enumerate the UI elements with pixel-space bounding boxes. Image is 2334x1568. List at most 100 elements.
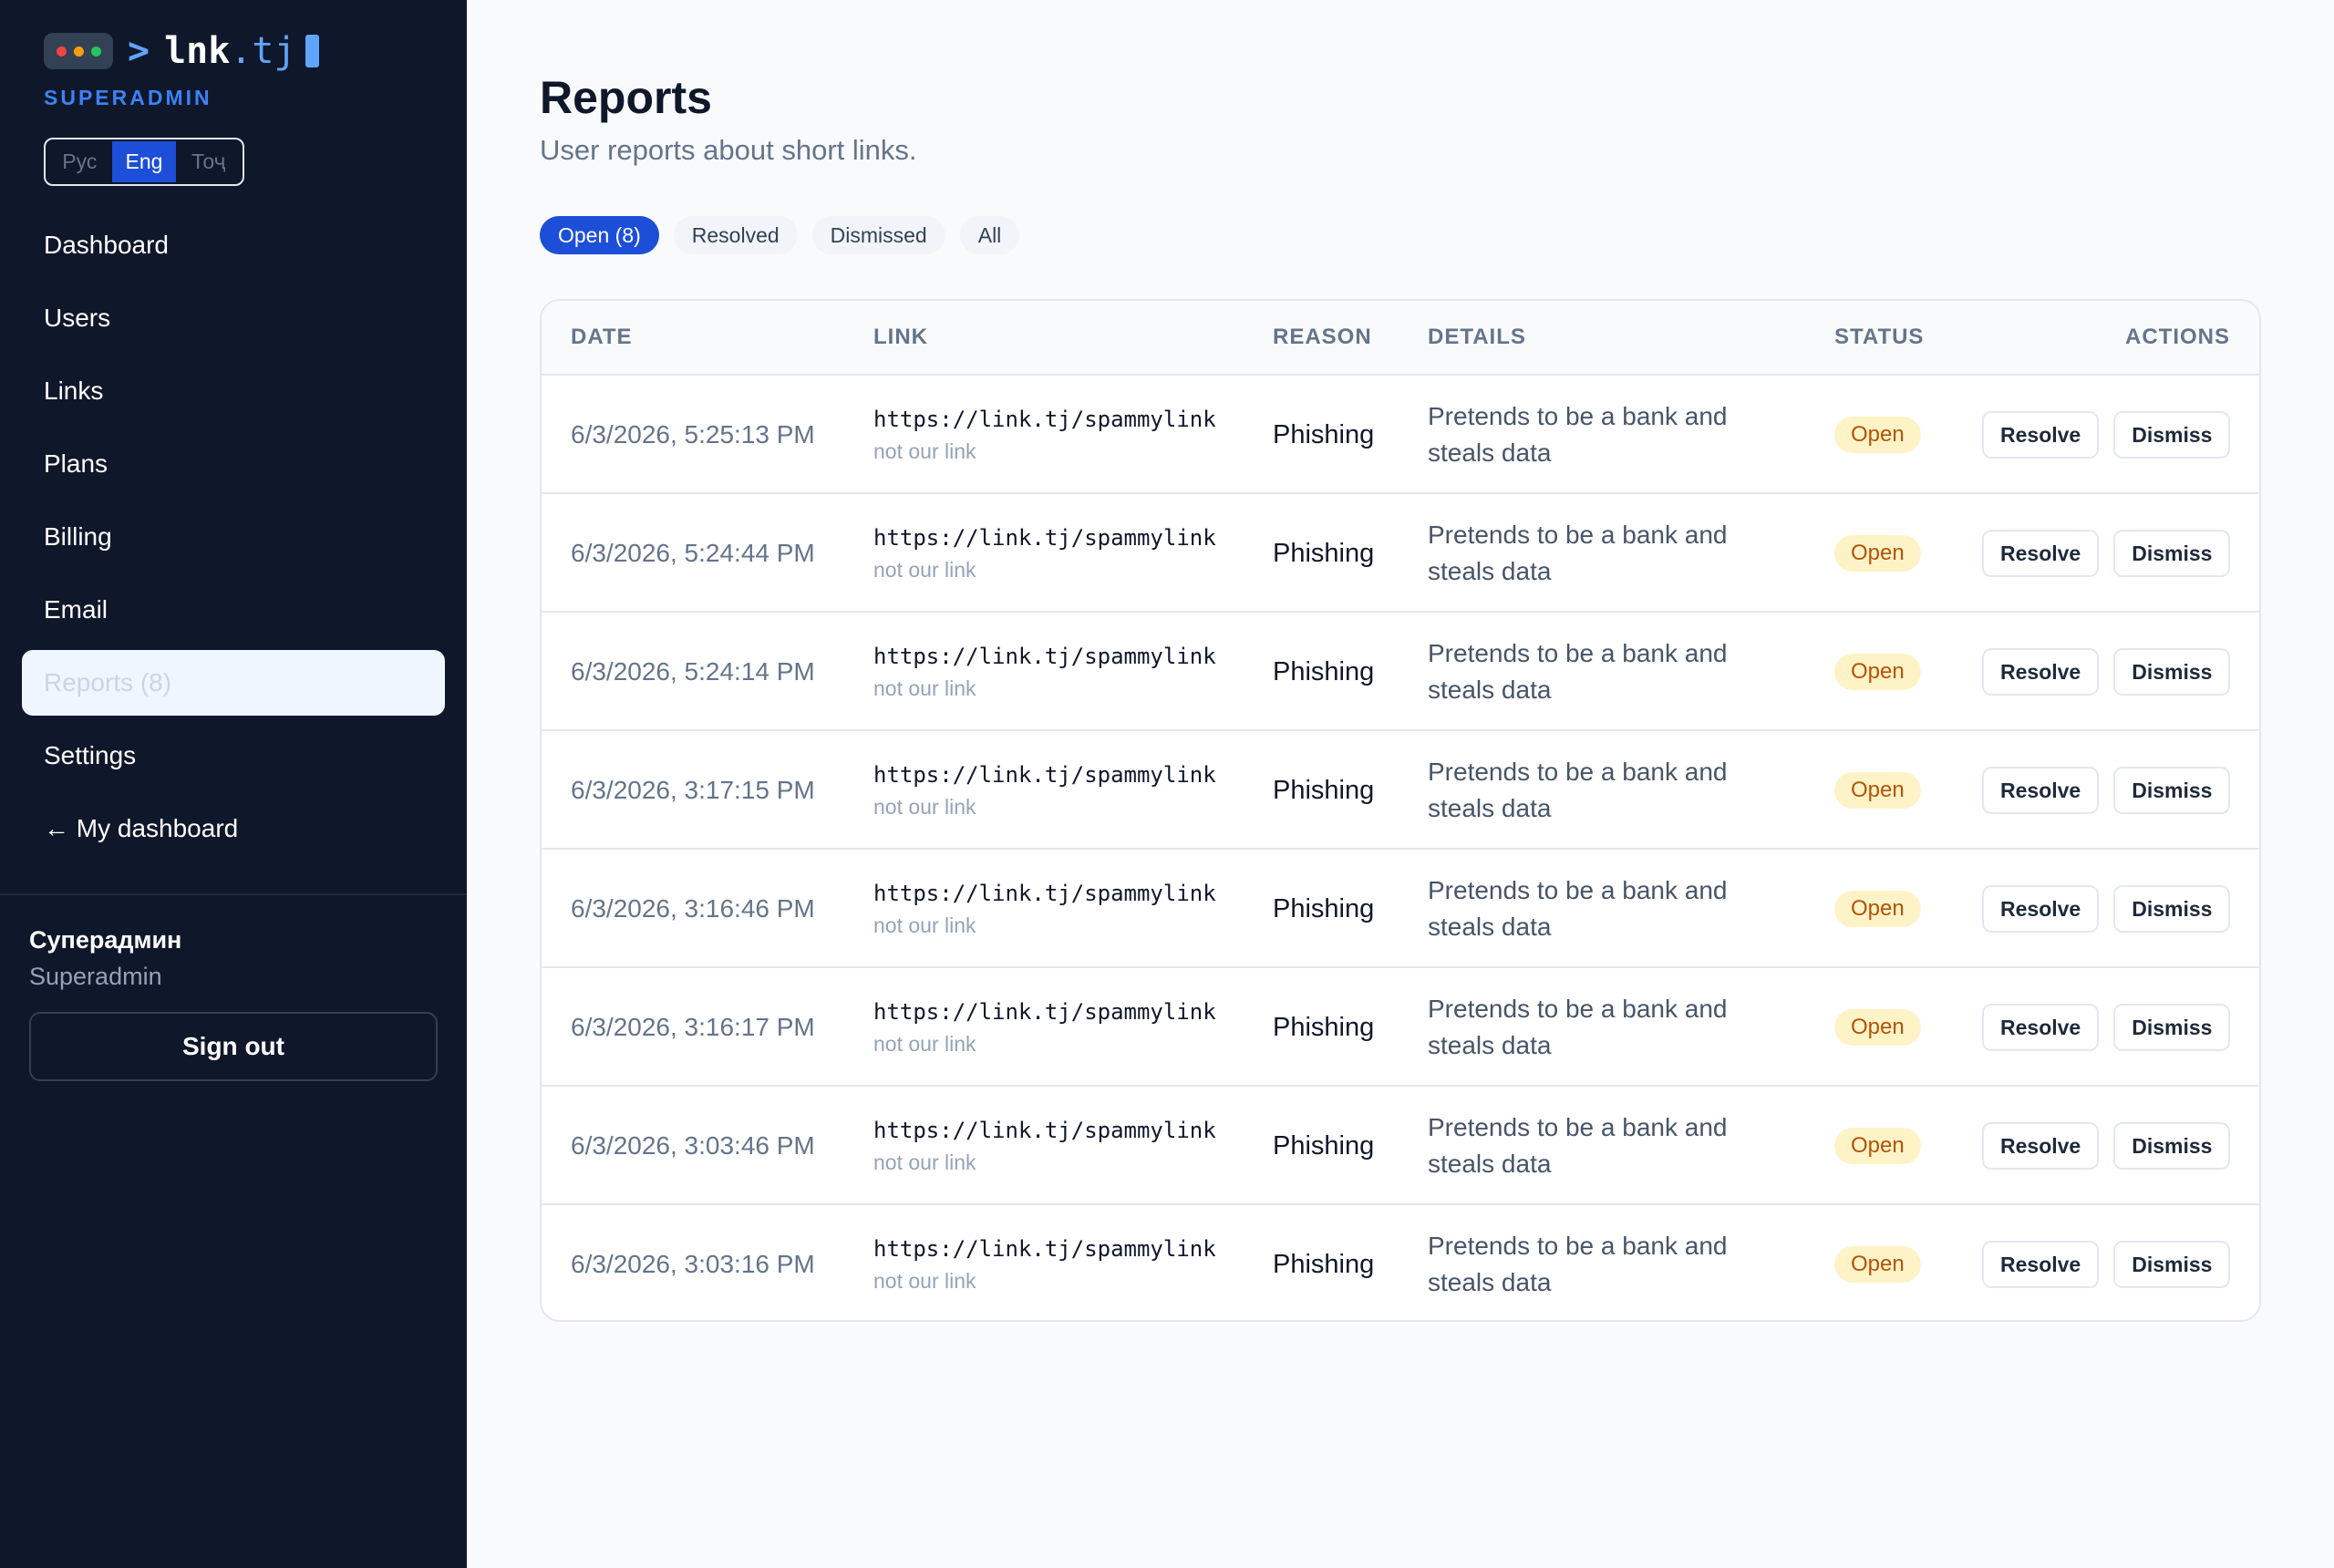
report-reason: Phishing (1273, 538, 1375, 568)
status-badge: Open (1834, 1009, 1921, 1046)
link-url[interactable]: https://link.tj/spammylink (873, 761, 1216, 788)
lang-tj-button[interactable]: Тоҷ (191, 150, 226, 173)
logo-tld: .tj (230, 30, 296, 72)
dismiss-button[interactable]: Dismiss (2113, 411, 2231, 459)
status-cell: Open (1834, 1087, 1921, 1205)
row-actions: Resolve Dismiss (1982, 376, 2231, 494)
link-url[interactable]: https://link.tj/spammylink (873, 406, 1216, 432)
cursor-icon (305, 35, 319, 67)
report-date: 6/3/2026, 3:03:46 PM (571, 1131, 815, 1160)
filter-resolved[interactable]: Resolved (673, 216, 798, 254)
report-link: https://link.tj/spammylink not our link (873, 968, 1216, 1087)
sign-out-button[interactable]: Sign out (29, 1012, 438, 1081)
table-row: 6/3/2026, 3:03:46 PM https://link.tj/spam… (542, 1085, 2259, 1203)
row-actions: Resolve Dismiss (1982, 494, 2231, 613)
report-reason: Phishing (1273, 419, 1375, 449)
link-url[interactable]: https://link.tj/spammylink (873, 1235, 1216, 1262)
table-row: 6/3/2026, 5:25:13 PM https://link.tj/spam… (542, 374, 2259, 492)
language-switcher: Рус Eng Тоҷ (44, 138, 244, 186)
row-actions: Resolve Dismiss (1982, 1205, 2231, 1320)
table-row: 6/3/2026, 3:17:15 PM https://link.tj/spam… (542, 729, 2259, 848)
column-header-reason: REASON (1273, 325, 1372, 349)
column-header-link: LINK (873, 325, 928, 349)
nav-plans[interactable]: Plans (44, 449, 108, 478)
nav-email[interactable]: Email (44, 595, 108, 624)
column-header-details: DETAILS (1428, 325, 1526, 349)
report-link: https://link.tj/spammylink not our link (873, 376, 1216, 494)
resolve-button[interactable]: Resolve (1982, 1241, 2100, 1288)
dismiss-button[interactable]: Dismiss (2113, 885, 2231, 933)
resolve-button[interactable]: Resolve (1982, 530, 2100, 577)
resolve-button[interactable]: Resolve (1982, 885, 2100, 933)
page-title: Reports (540, 72, 712, 123)
report-reason: Phishing (1273, 1012, 1375, 1042)
table-row: 6/3/2026, 3:16:46 PM https://link.tj/spam… (542, 848, 2259, 966)
row-actions: Resolve Dismiss (1982, 968, 2231, 1087)
nav-links[interactable]: Links (44, 377, 104, 405)
report-date: 6/3/2026, 5:24:14 PM (571, 657, 815, 686)
status-cell: Open (1834, 494, 1921, 613)
report-reason: Phishing (1273, 1130, 1375, 1161)
link-url[interactable]: https://link.tj/spammylink (873, 998, 1216, 1025)
lang-ru-button[interactable]: Рус (62, 150, 98, 173)
status-cell: Open (1834, 968, 1921, 1087)
link-url[interactable]: https://link.tj/spammylink (873, 643, 1216, 669)
status-badge: Open (1834, 891, 1921, 927)
filter-open[interactable]: Open (8) (540, 216, 659, 254)
window-dots-icon (44, 33, 113, 69)
table-row: 6/3/2026, 5:24:14 PM https://link.tj/spam… (542, 611, 2259, 729)
nav-reports[interactable]: Reports (8) (22, 650, 445, 716)
status-badge: Open (1834, 535, 1921, 572)
link-url[interactable]: https://link.tj/spammylink (873, 524, 1216, 551)
resolve-button[interactable]: Resolve (1982, 648, 2100, 696)
table-header: DATE LINK REASON DETAILS STATUS ACTIONS (542, 301, 2259, 374)
status-badge: Open (1834, 1246, 1921, 1283)
link-note: not our link (873, 1150, 976, 1174)
status-filters: Open (8) Resolved Dismissed All (540, 216, 1020, 254)
link-note: not our link (873, 794, 976, 819)
report-date: 6/3/2026, 3:17:15 PM (571, 776, 815, 804)
dismiss-button[interactable]: Dismiss (2113, 1004, 2231, 1051)
link-url[interactable]: https://link.tj/spammylink (873, 880, 1216, 906)
nav-my-dashboard[interactable]: ← My dashboard (44, 814, 239, 842)
report-reason: Phishing (1273, 893, 1375, 923)
link-note: not our link (873, 913, 976, 937)
sidebar: > lnk .tj SUPERADMIN Рус Eng Тоҷ Dashboa… (0, 0, 467, 1568)
report-date: 6/3/2026, 3:16:17 PM (571, 1013, 815, 1041)
resolve-button[interactable]: Resolve (1982, 1122, 2100, 1170)
green-dot-icon (90, 46, 101, 57)
resolve-button[interactable]: Resolve (1982, 767, 2100, 814)
row-actions: Resolve Dismiss (1982, 850, 2231, 968)
report-details: Pretends to be a bank and steals data (1428, 995, 1728, 1059)
link-url[interactable]: https://link.tj/spammylink (873, 1117, 1216, 1143)
nav-settings[interactable]: Settings (44, 741, 137, 769)
lang-en-button[interactable]: Eng (111, 141, 177, 182)
dismiss-button[interactable]: Dismiss (2113, 530, 2231, 577)
sidebar-divider (0, 893, 467, 895)
filter-all[interactable]: All (959, 216, 1020, 254)
report-details: Pretends to be a bank and steals data (1428, 876, 1728, 941)
report-details: Pretends to be a bank and steals data (1428, 1113, 1728, 1178)
report-link: https://link.tj/spammylink not our link (873, 613, 1216, 731)
report-details: Pretends to be a bank and steals data (1428, 402, 1728, 467)
nav-dashboard[interactable]: Dashboard (44, 231, 169, 259)
report-date: 6/3/2026, 3:03:16 PM (571, 1250, 815, 1278)
dismiss-button[interactable]: Dismiss (2113, 1241, 2231, 1288)
dismiss-button[interactable]: Dismiss (2113, 1122, 2231, 1170)
dismiss-button[interactable]: Dismiss (2113, 648, 2231, 696)
resolve-button[interactable]: Resolve (1982, 411, 2100, 459)
dismiss-button[interactable]: Dismiss (2113, 767, 2231, 814)
logo-name: lnk (164, 30, 231, 72)
link-note: not our link (873, 557, 976, 582)
status-cell: Open (1834, 613, 1921, 731)
nav-billing[interactable]: Billing (44, 522, 112, 551)
logo[interactable]: > lnk .tj (44, 29, 319, 73)
table-row: 6/3/2026, 3:16:17 PM https://link.tj/spam… (542, 966, 2259, 1085)
status-cell: Open (1834, 850, 1921, 968)
link-note: not our link (873, 438, 976, 463)
nav-users[interactable]: Users (44, 304, 111, 332)
filter-dismissed[interactable]: Dismissed (811, 216, 945, 254)
page-subtitle: User reports about short links. (540, 134, 917, 166)
resolve-button[interactable]: Resolve (1982, 1004, 2100, 1051)
report-reason: Phishing (1273, 1249, 1375, 1279)
